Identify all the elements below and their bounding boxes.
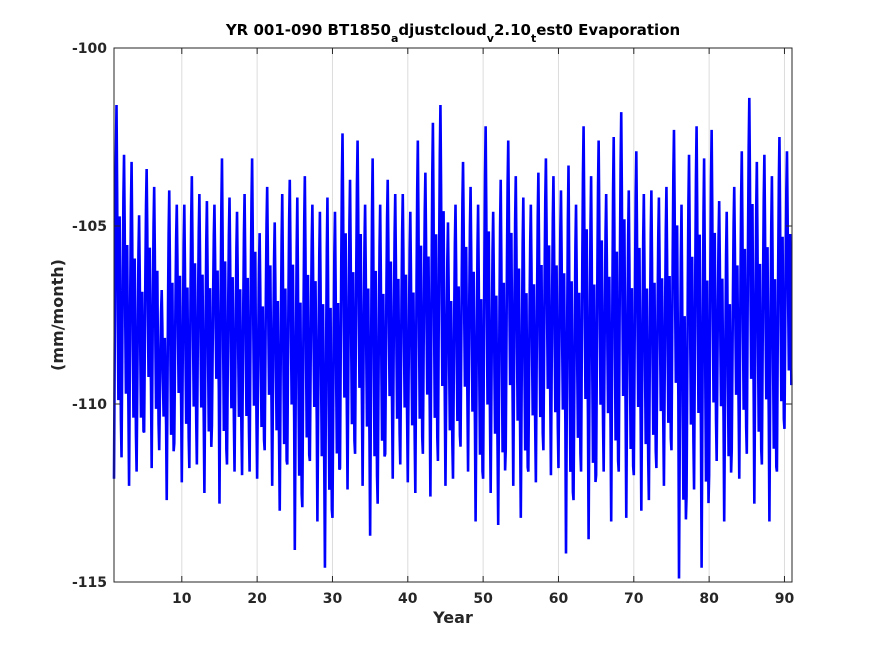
y-tick-label: -110 <box>72 397 107 413</box>
x-tick-label: 20 <box>247 591 267 607</box>
x-tick-label: 30 <box>323 591 343 607</box>
axes-box <box>113 47 793 583</box>
x-tick-label: 40 <box>398 591 418 607</box>
x-axis-label: Year <box>432 608 473 627</box>
x-tick-label: 10 <box>172 591 192 607</box>
x-tick-label: 70 <box>624 591 644 607</box>
y-tick-label: -100 <box>72 41 107 57</box>
y-axis-label: (mm/month) <box>48 259 67 371</box>
x-tick-label: 50 <box>473 591 493 607</box>
y-tick-label: -105 <box>72 219 107 235</box>
x-tick-label: 60 <box>549 591 569 607</box>
x-tick-label: 90 <box>775 591 795 607</box>
plot-area: 10 20 30 40 50 60 70 80 90 -115 -110 -105 -100 <box>72 41 795 607</box>
axis-ticks: 10 20 30 40 50 60 70 80 90 -115 -110 -105 -100 <box>72 41 795 607</box>
x-tick-label: 80 <box>699 591 719 607</box>
series-evaporation <box>112 97 793 579</box>
chart-title: YR 001-090 BT1850adjustcloudv2.10test0 E… <box>225 21 680 45</box>
evaporation-line <box>112 97 793 579</box>
y-tick-label: -115 <box>72 575 107 591</box>
